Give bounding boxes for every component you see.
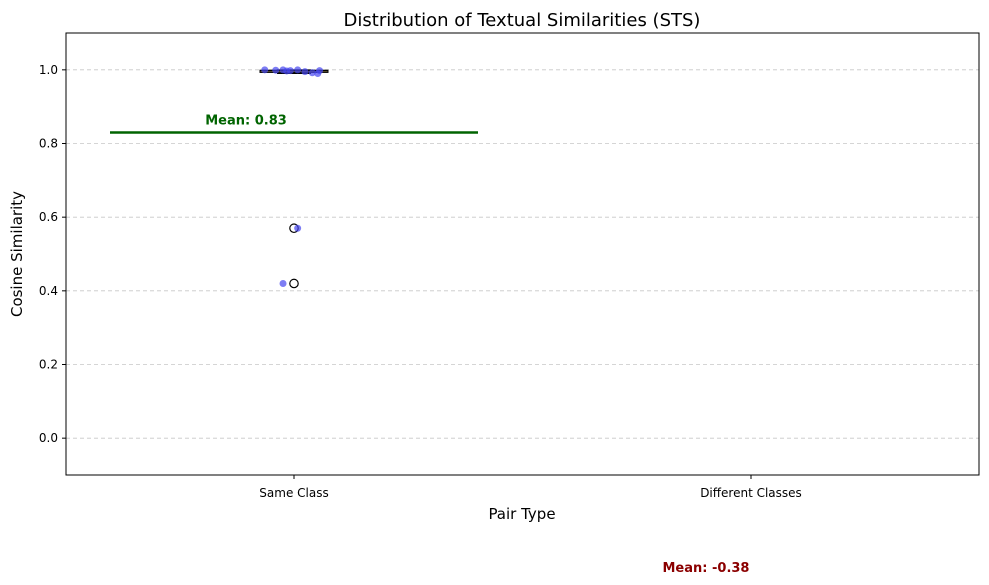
data-point <box>294 66 302 74</box>
plot-area <box>259 66 329 289</box>
data-point <box>294 224 302 232</box>
mean-label: Mean: -0.38 <box>663 561 750 576</box>
data-point <box>301 68 309 76</box>
data-point <box>279 279 287 287</box>
x-tick-label: Different Classes <box>700 486 802 500</box>
data-point <box>283 67 291 75</box>
y-axis-label: Cosine Similarity <box>8 191 26 317</box>
y-tick-label: 1.0 <box>39 63 58 77</box>
x-tick-label: Same Class <box>259 486 328 500</box>
y-tick-label: 0.2 <box>39 358 58 372</box>
y-tick-label: 0.8 <box>39 137 58 151</box>
mean-annotations: Mean: 0.83 Mean: -0.38 <box>110 113 749 576</box>
y-tick-label: 0.4 <box>39 284 58 298</box>
y-tick-label: 0.6 <box>39 210 58 224</box>
data-point <box>272 66 280 74</box>
x-axis-label: Pair Type <box>488 505 555 523</box>
plot-frame <box>65 32 980 476</box>
data-point <box>308 69 316 77</box>
y-axis-ticks: 0.0 0.2 0.4 0.6 0.8 1.0 <box>39 63 66 445</box>
data-point <box>314 70 322 78</box>
chart-title: Distribution of Textual Similarities (ST… <box>344 10 701 31</box>
grid-lines <box>66 69 979 439</box>
box-outlier <box>289 278 299 289</box>
x-axis-ticks: Same Class Different Classes <box>259 475 802 500</box>
mean-label: Mean: 0.83 <box>205 113 287 128</box>
data-point <box>261 66 269 74</box>
y-tick-label: 0.0 <box>39 431 58 445</box>
